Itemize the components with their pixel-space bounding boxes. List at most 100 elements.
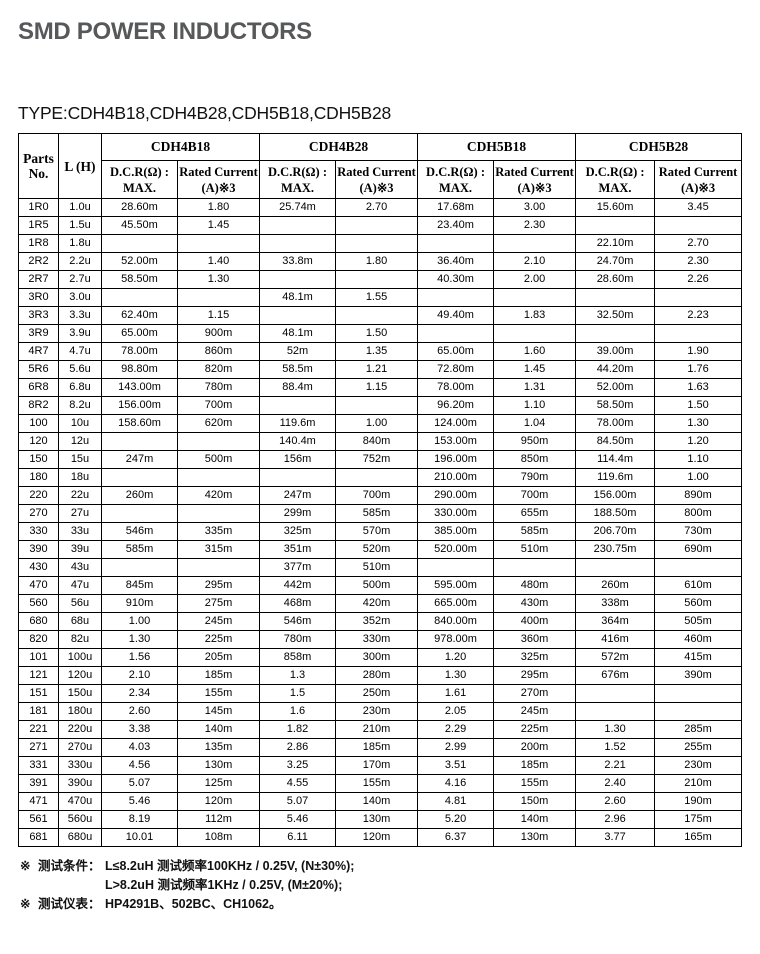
spec-value-cell: 156.00m — [101, 396, 178, 415]
parts-no-cell: 560 — [18, 594, 59, 613]
spec-value-cell: 23.40m — [417, 216, 495, 235]
spec-value-cell: 510m — [493, 540, 577, 559]
table-row: 180 18u 210.00m 790m 119.6m 1.00 — [18, 468, 743, 487]
spec-value-cell: 2.60 — [101, 702, 178, 721]
spec-value-cell: 78.00m — [101, 342, 178, 361]
inductance-cell: 100u — [58, 648, 102, 667]
spec-value-cell: 78.00m — [417, 378, 495, 397]
spec-value-cell: 290.00m — [417, 486, 495, 505]
inductance-cell: 680u — [58, 828, 102, 847]
spec-value-cell: 2.05 — [417, 702, 495, 721]
parts-no-cell: 561 — [18, 810, 59, 829]
table-row: 8R2 8.2u 156.00m 700m 96.20m 1.10 58.50m 1.50 — [18, 396, 743, 415]
spec-value-cell: 114.4m — [575, 450, 656, 469]
spec-value-cell: 1.30 — [417, 666, 495, 685]
spec-value-cell: 130m — [335, 810, 419, 829]
spec-value-cell: 800m — [654, 504, 743, 523]
spec-value-cell: 2.23 — [654, 306, 743, 325]
spec-value-cell: 225m — [176, 630, 261, 649]
spec-value-cell: 230m — [654, 756, 743, 775]
spec-value-cell: 44.20m — [575, 360, 656, 379]
spec-value-cell — [575, 558, 656, 577]
spec-value-cell — [493, 288, 577, 307]
spec-value-cell: 1.35 — [335, 342, 419, 361]
parts-no-cell: 181 — [18, 702, 59, 721]
spec-value-cell: 205m — [176, 648, 261, 667]
spec-value-cell: 25.74m — [259, 198, 337, 217]
spec-value-cell: 45.50m — [101, 216, 178, 235]
spec-value-cell: 1.45 — [176, 216, 261, 235]
spec-value-cell: 28.60m — [575, 270, 656, 289]
spec-value-cell: 125m — [176, 774, 261, 793]
spec-value-cell: 468m — [259, 594, 337, 613]
spec-value-cell: 1.90 — [654, 342, 743, 361]
spec-value-cell: 5.07 — [101, 774, 178, 793]
spec-value-cell: 560m — [654, 594, 743, 613]
inductance-cell: 12u — [58, 432, 102, 451]
spec-value-cell: 5.07 — [259, 792, 337, 811]
spec-value-cell — [101, 432, 178, 451]
spec-value-cell: 1.45 — [493, 360, 577, 379]
parts-no-cell: 2R2 — [18, 252, 59, 271]
spec-value-cell: 143.00m — [101, 378, 178, 397]
spec-value-cell: 390m — [654, 666, 743, 685]
spec-value-cell: 2.21 — [575, 756, 656, 775]
spec-value-cell — [493, 558, 577, 577]
inductance-cell: 5.6u — [58, 360, 102, 379]
spec-value-cell: 285m — [654, 720, 743, 739]
spec-value-cell: 260m — [101, 486, 178, 505]
col-header-type-cdh4b18: CDH4B18 — [100, 133, 261, 161]
spec-value-cell: 570m — [335, 522, 419, 541]
spec-value-cell — [259, 234, 337, 253]
note-text: L≤8.2uH 测试频率100KHz / 0.25V, (N±30%); — [105, 859, 355, 873]
spec-value-cell: 2.40 — [575, 774, 656, 793]
table-row: 1R0 1.0u 28.60m 1.80 25.74m 2.70 17.68m 3.00 15.… — [18, 198, 743, 217]
spec-value-cell: 1.31 — [493, 378, 577, 397]
col-header-rated-cdh4b18: Rated Current (A)※3 — [176, 160, 261, 199]
table-row: 121 120u 2.10 185m 1.3 280m 1.30 295m 676m 390m — [18, 666, 743, 685]
note-text: HP4291B、502BC、CH1062。 — [105, 897, 282, 911]
spec-value-cell: 145m — [176, 702, 261, 721]
table-row: 3R0 3.0u 48.1m 1.55 — [18, 288, 743, 307]
spec-value-cell — [101, 558, 178, 577]
table-row: 430 43u 377m 510m — [18, 558, 743, 577]
inductor-spec-table: Parts No. L (H) CDH4B18 CDH4B28 CDH5B18 … — [18, 133, 743, 847]
spec-value-cell: 400m — [493, 612, 577, 631]
spec-value-cell: 247m — [101, 450, 178, 469]
spec-value-cell: 4.03 — [101, 738, 178, 757]
parts-no-cell: 101 — [18, 648, 59, 667]
inductance-cell: 27u — [58, 504, 102, 523]
spec-value-cell — [176, 234, 261, 253]
spec-value-cell: 4.16 — [417, 774, 495, 793]
table-header: Parts No. L (H) CDH4B18 CDH4B28 CDH5B18 … — [18, 133, 743, 199]
table-row: 471 470u 5.46 120m 5.07 140m 4.81 150m 2.60 190m — [18, 792, 743, 811]
spec-value-cell: 845m — [101, 576, 178, 595]
spec-value-cell: 860m — [176, 342, 261, 361]
table-row: 150 15u 247m 500m 156m 752m 196.00m 850m 114.4m 1… — [18, 450, 743, 469]
spec-value-cell — [259, 396, 337, 415]
spec-value-cell: 890m — [654, 486, 743, 505]
spec-value-cell — [101, 234, 178, 253]
spec-value-cell: 460m — [654, 630, 743, 649]
spec-value-cell: 2.26 — [654, 270, 743, 289]
parts-no-cell: 271 — [18, 738, 59, 757]
spec-value-cell: 500m — [176, 450, 261, 469]
spec-value-cell: 2.30 — [493, 216, 577, 235]
spec-value-cell — [417, 324, 495, 343]
spec-value-cell: 505m — [654, 612, 743, 631]
spec-value-cell: 52m — [259, 342, 337, 361]
spec-value-cell — [417, 558, 495, 577]
inductance-cell: 68u — [58, 612, 102, 631]
parts-no-cell: 471 — [18, 792, 59, 811]
inductance-cell: 120u — [58, 666, 102, 685]
spec-value-cell: 185m — [335, 738, 419, 757]
parts-no-cell: 120 — [18, 432, 59, 451]
table-row: 270 27u 299m 585m 330.00m 655m 188.50m 800m — [18, 504, 743, 523]
col-header-dcr-cdh4b28: D.C.R(Ω) : MAX. — [259, 160, 337, 199]
spec-value-cell — [176, 468, 261, 487]
spec-value-cell: 200m — [493, 738, 577, 757]
table-body: 1R0 1.0u 28.60m 1.80 25.74m 2.70 17.68m 3.00 15.… — [18, 198, 743, 847]
spec-value-cell — [335, 270, 419, 289]
table-row: 271 270u 4.03 135m 2.86 185m 2.99 200m 1.52 255m — [18, 738, 743, 757]
spec-value-cell: 255m — [654, 738, 743, 757]
